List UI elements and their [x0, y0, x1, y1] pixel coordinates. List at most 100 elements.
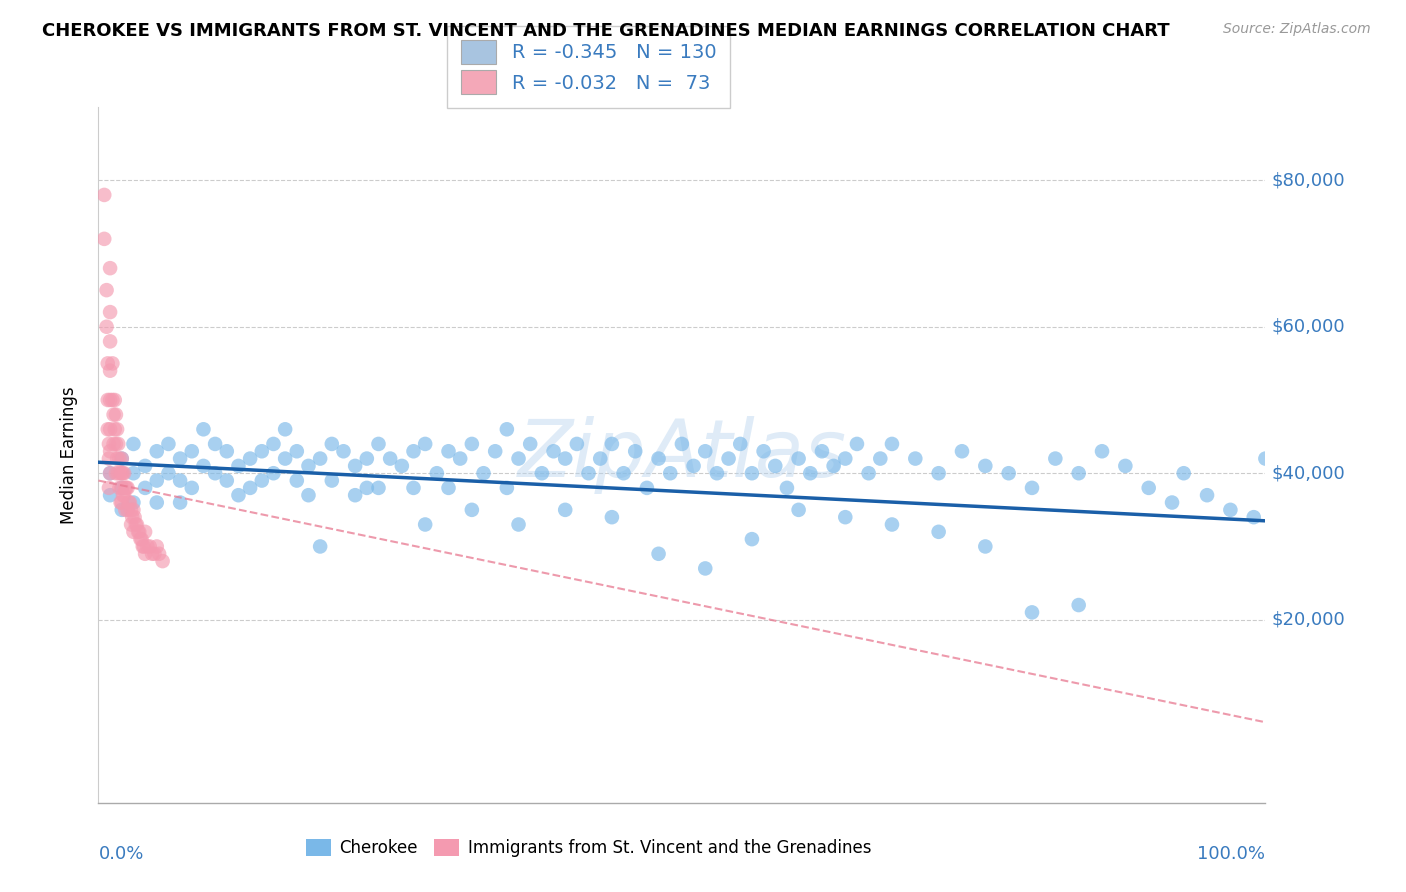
Point [356, 481, 378, 495]
Point [823, 458, 845, 473]
Point [321, 437, 343, 451]
Point [1254, 451, 1277, 466]
Point [108, 451, 131, 466]
Point [426, 467, 449, 481]
Point [554, 503, 576, 517]
Point [1091, 444, 1114, 458]
Point [730, 437, 752, 451]
Text: $80,000: $80,000 [1271, 171, 1346, 189]
Point [239, 451, 262, 466]
Point [776, 481, 799, 495]
Point [262, 467, 284, 481]
Point [1114, 458, 1136, 473]
Point [148, 547, 170, 561]
Point [391, 458, 413, 473]
Point [103, 437, 125, 451]
Point [111, 503, 134, 517]
Point [98, 364, 121, 378]
Point [107, 467, 129, 481]
Point [858, 467, 880, 481]
Point [112, 467, 135, 481]
Point [695, 444, 717, 458]
Point [117, 503, 139, 517]
Point [402, 444, 425, 458]
Point [111, 481, 134, 495]
Point [111, 488, 134, 502]
Point [285, 474, 308, 488]
Point [98, 305, 121, 319]
Point [122, 495, 145, 509]
Point [880, 517, 903, 532]
Point [869, 451, 891, 466]
Point [98, 444, 121, 458]
Point [169, 474, 191, 488]
Point [636, 481, 658, 495]
Point [146, 444, 169, 458]
Point [157, 467, 180, 481]
Point [904, 451, 927, 466]
Point [97, 451, 120, 466]
Point [671, 437, 693, 451]
Point [146, 540, 169, 554]
Point [120, 503, 142, 517]
Point [115, 481, 138, 495]
Point [122, 437, 145, 451]
Point [519, 437, 541, 451]
Point [717, 451, 740, 466]
Point [110, 495, 132, 509]
Point [143, 547, 166, 561]
Point [1021, 606, 1043, 620]
Point [134, 458, 156, 473]
Point [127, 524, 149, 539]
Point [111, 481, 134, 495]
Point [367, 437, 389, 451]
Point [262, 437, 284, 451]
Point [706, 467, 728, 481]
Point [118, 495, 141, 509]
Legend: Cherokee, Immigrants from St. Vincent and the Grenadines: Cherokee, Immigrants from St. Vincent an… [299, 832, 877, 864]
Point [105, 451, 128, 466]
Point [124, 510, 146, 524]
Point [530, 467, 553, 481]
Point [950, 444, 973, 458]
Point [496, 422, 519, 436]
Point [157, 437, 180, 451]
Point [1021, 481, 1043, 495]
Point [120, 517, 142, 532]
Point [624, 444, 647, 458]
Point [787, 451, 810, 466]
Point [997, 467, 1019, 481]
Point [180, 444, 202, 458]
Point [880, 437, 903, 451]
Point [565, 437, 588, 451]
Point [180, 481, 202, 495]
Point [600, 437, 623, 451]
Point [215, 444, 238, 458]
Point [98, 467, 121, 481]
Point [108, 481, 131, 495]
Point [122, 503, 145, 517]
Point [484, 444, 506, 458]
Point [97, 481, 120, 495]
Point [96, 283, 118, 297]
Point [132, 540, 155, 554]
Point [104, 392, 127, 407]
Point [846, 437, 869, 451]
Point [554, 451, 576, 466]
Point [117, 481, 139, 495]
Point [974, 458, 997, 473]
Point [107, 437, 129, 451]
Point [97, 392, 120, 407]
Point [98, 488, 121, 502]
Point [1243, 510, 1265, 524]
Point [508, 517, 530, 532]
Point [449, 451, 471, 466]
Point [98, 467, 121, 481]
Point [763, 458, 786, 473]
Point [204, 437, 226, 451]
Point [111, 467, 134, 481]
Point [136, 540, 159, 554]
Point [97, 356, 120, 370]
Point [111, 451, 134, 466]
Point [215, 474, 238, 488]
